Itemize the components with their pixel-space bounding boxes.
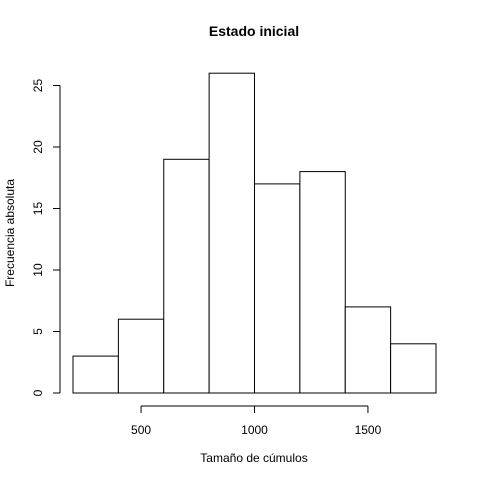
y-axis-label: Frecuencia absoluta: [3, 179, 17, 287]
histogram-bar: [344, 306, 392, 394]
bars-group: [72, 72, 437, 394]
x-tick-label: 1500: [355, 423, 382, 437]
histogram-bar: [299, 171, 346, 394]
histogram-bar: [208, 72, 255, 394]
x-tick-label: 1000: [241, 423, 268, 437]
y-tick-label: 20: [31, 140, 45, 154]
y-tick-label: 0: [31, 389, 45, 396]
histogram-bar: [72, 355, 119, 394]
chart-title: Estado inicial: [209, 23, 299, 39]
y-tick-label: 10: [31, 263, 45, 277]
histogram-bar: [390, 343, 437, 394]
y-tick-label: 25: [31, 79, 45, 93]
histogram-bar: [163, 158, 210, 394]
y-tick-label: 5: [31, 328, 45, 335]
y-axis: 0 5 10 15 20 25: [31, 79, 61, 396]
histogram-bar: [254, 183, 301, 394]
x-axis-label: Tamaño de cúmulos: [200, 451, 307, 465]
x-tick-label: 500: [131, 423, 151, 437]
histogram-bar: [117, 318, 165, 394]
y-tick-label: 15: [31, 202, 45, 216]
x-axis: 500 1000 1500: [131, 405, 382, 437]
